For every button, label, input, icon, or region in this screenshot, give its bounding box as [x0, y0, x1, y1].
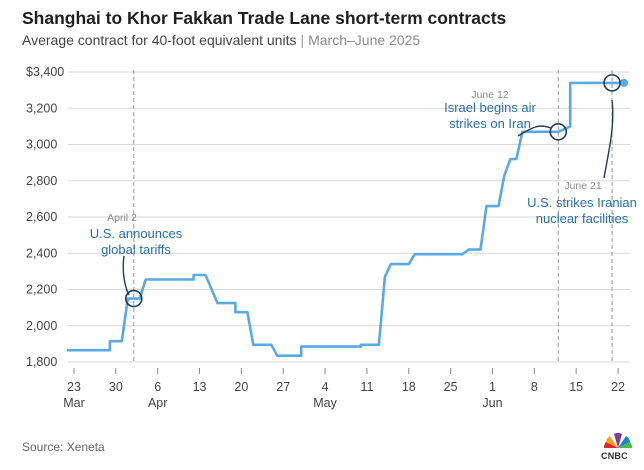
chart-title: Shanghai to Khor Fakkan Trade Lane short… — [22, 8, 507, 28]
annotation-text: strikes on Iran — [449, 116, 531, 131]
y-tick-label: 2,800 — [26, 174, 57, 188]
grid-lines — [68, 71, 630, 363]
y-tick-label: 2,200 — [26, 283, 57, 297]
annotation-text: nuclear facilities — [536, 211, 629, 226]
y-axis: 1,800 2,000 2,200 2,400 2,600 2,800 3,000 3,200… — [26, 65, 64, 369]
annotation-text: U.S. strikes Iranian — [527, 195, 637, 210]
x-tick-label: 20 — [234, 380, 248, 394]
y-tick-label: 2,600 — [26, 210, 57, 224]
cnbc-logo-text: CNBC — [601, 451, 628, 461]
annotation-date-label: April 2 — [107, 212, 137, 224]
y-tick-label: 1,800 — [26, 355, 57, 369]
y-tick-label: 3,200 — [26, 101, 57, 115]
y-tick-label: 3,000 — [26, 138, 57, 152]
annotation-text: Israel begins air — [444, 100, 536, 115]
x-month-label: Mar — [63, 396, 85, 410]
price-line — [66, 81, 626, 357]
x-tick-label: 6 — [154, 380, 161, 394]
x-tick-label: 18 — [402, 380, 416, 394]
x-tick-label: 1 — [489, 380, 496, 394]
annotation-leader — [603, 99, 614, 179]
y-tick-label: 2,000 — [26, 319, 57, 333]
x-month-label: May — [313, 396, 337, 410]
line-chart: 1,800 2,000 2,200 2,400 2,600 2,800 3,000 3,200… — [26, 65, 637, 410]
series-end-dot — [620, 78, 629, 87]
x-tick-label: 15 — [569, 380, 583, 394]
annotation-date-label: June 12 — [471, 89, 509, 101]
annotation-text: global tariffs — [101, 242, 171, 257]
annotation-circle — [549, 123, 568, 141]
y-tick-label: 2,400 — [26, 246, 57, 260]
x-tick-label: 13 — [193, 380, 207, 394]
cnbc-peacock-logo — [603, 432, 633, 448]
annotation-date-label: June 21 — [564, 180, 602, 192]
subtitle-separator: | — [300, 32, 305, 48]
series-layer — [66, 78, 629, 357]
x-tick-label: 27 — [276, 380, 290, 394]
source-note: Source: Xeneta — [22, 440, 105, 454]
y-tick-label: $3,400 — [26, 65, 64, 79]
annotation-text: U.S. announces — [90, 226, 183, 241]
annotation-circle — [124, 289, 143, 308]
chart-subtitle: Average contract for 40-foot equivalent … — [22, 32, 420, 48]
x-tick-label: 30 — [109, 380, 123, 394]
x-tick-label: 8 — [531, 380, 538, 394]
annotation-circle — [603, 74, 621, 92]
subtitle-main: Average contract for 40-foot equivalent … — [22, 32, 297, 48]
x-tick-label: 11 — [360, 380, 373, 394]
annotation-leader — [517, 125, 552, 137]
x-tick-label: 22 — [611, 380, 625, 394]
x-tick-label: 23 — [67, 380, 81, 394]
x-month-label: Apr — [148, 396, 167, 410]
x-month-label: Jun — [482, 396, 502, 410]
x-tick-label: 4 — [322, 380, 329, 394]
x-axis: 23 Mar 30 6 Apr 13 20 27 4 May 11 18 25 1 Jun 8 15 22 — [63, 368, 625, 410]
x-tick-label: 25 — [444, 380, 458, 394]
subtitle-date-range: March–June 2025 — [308, 32, 421, 48]
